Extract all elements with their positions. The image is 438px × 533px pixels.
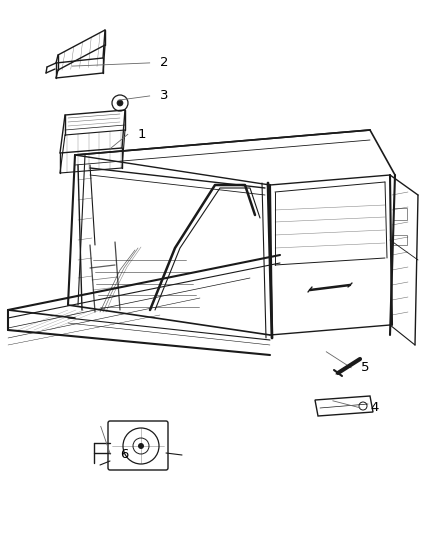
Circle shape xyxy=(138,443,144,449)
Text: 4: 4 xyxy=(370,401,378,414)
Text: 6: 6 xyxy=(120,448,129,461)
Circle shape xyxy=(117,100,123,106)
Text: 1: 1 xyxy=(138,128,146,141)
Text: 2: 2 xyxy=(160,56,168,69)
Text: 5: 5 xyxy=(361,361,370,374)
Bar xyxy=(393,208,407,220)
Text: 3: 3 xyxy=(160,90,168,102)
Bar xyxy=(393,235,407,245)
